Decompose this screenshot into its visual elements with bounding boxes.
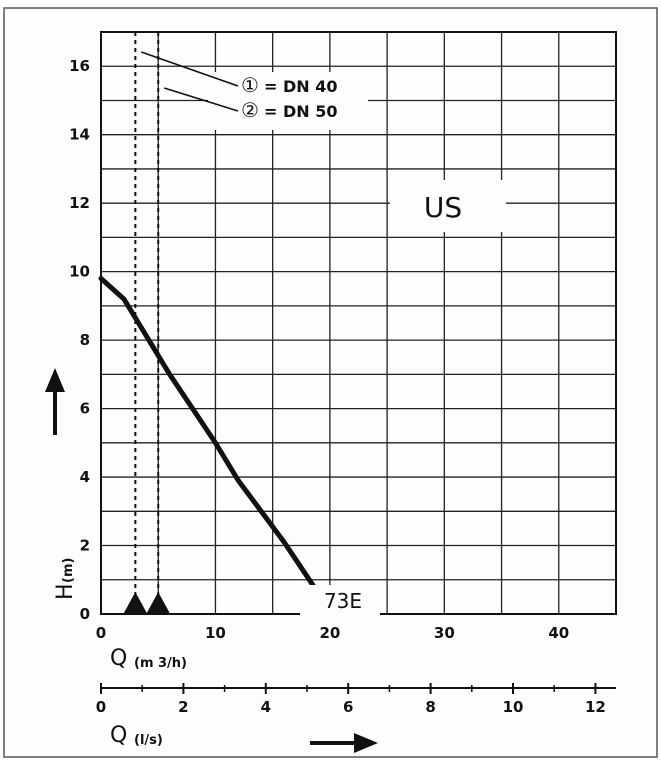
y-tick-label: 4 (80, 468, 90, 486)
dn-triangle-marker (123, 592, 148, 614)
us-label: US (424, 191, 462, 224)
x2-tick-label: 10 (503, 698, 524, 716)
x2-tick-label: 6 (343, 698, 353, 716)
legend-marker: ① (241, 73, 259, 97)
y-axis-label: H (m) (53, 558, 78, 600)
y-axis-label-letter: H (53, 583, 78, 600)
x-tick-label: 20 (319, 624, 340, 642)
y-tick-label: 0 (80, 605, 90, 623)
y-axis-label-unit: (m) (61, 558, 76, 583)
us-label-box (390, 180, 506, 232)
legend-label: = DN 50 (264, 102, 337, 121)
grid (100, 31, 617, 615)
x-axis-label-unit: (m 3/h) (134, 656, 187, 671)
axes: 0 2 4 6 8 10 12 14 16 0 10 20 30 40 0 2 4 6 8 10 12 (69, 57, 616, 716)
x-axis-label-letter: Q (110, 646, 127, 671)
y-tick-label: 12 (69, 194, 90, 212)
x2-tick-label: 0 (96, 698, 106, 716)
curve-line-73e (98, 276, 324, 600)
y-tick-label: 8 (80, 331, 90, 349)
x2-tick-label: 2 (178, 698, 188, 716)
x-tick-label: 40 (548, 624, 569, 642)
legend-leader-line (141, 51, 239, 87)
y-tick-label: 16 (69, 57, 90, 75)
series-label-73e: 73E (324, 589, 362, 613)
dn-triangle-marker (146, 592, 171, 614)
y-tick-label: 10 (69, 263, 90, 281)
x-tick-label: 30 (434, 624, 455, 642)
x2-axis-label-unit: (l/s) (134, 733, 163, 748)
legend: ① = DN 40 ② = DN 50 (141, 51, 337, 122)
y-tick-label: 6 (80, 400, 90, 418)
legend-box (208, 72, 368, 130)
y-tick-label: 2 (80, 537, 90, 555)
x-tick-label: 0 (96, 624, 106, 642)
right-arrow-icon (310, 733, 378, 753)
x2-tick-label: 8 (425, 698, 435, 716)
x2-tick-label: 4 (261, 698, 271, 716)
legend-leader-line (163, 87, 239, 112)
legend-marker: ② (241, 98, 259, 122)
pump-curve (98, 276, 324, 600)
x-tick-label: 10 (205, 624, 226, 642)
y-tick-label: 14 (69, 126, 90, 144)
dn-markers (123, 32, 171, 614)
x2-tick-label: 12 (585, 698, 606, 716)
x2-axis-label-letter: Q (110, 723, 127, 748)
up-arrow-icon (45, 368, 65, 435)
series-label-box (300, 585, 380, 615)
legend-label: = DN 40 (264, 77, 337, 96)
